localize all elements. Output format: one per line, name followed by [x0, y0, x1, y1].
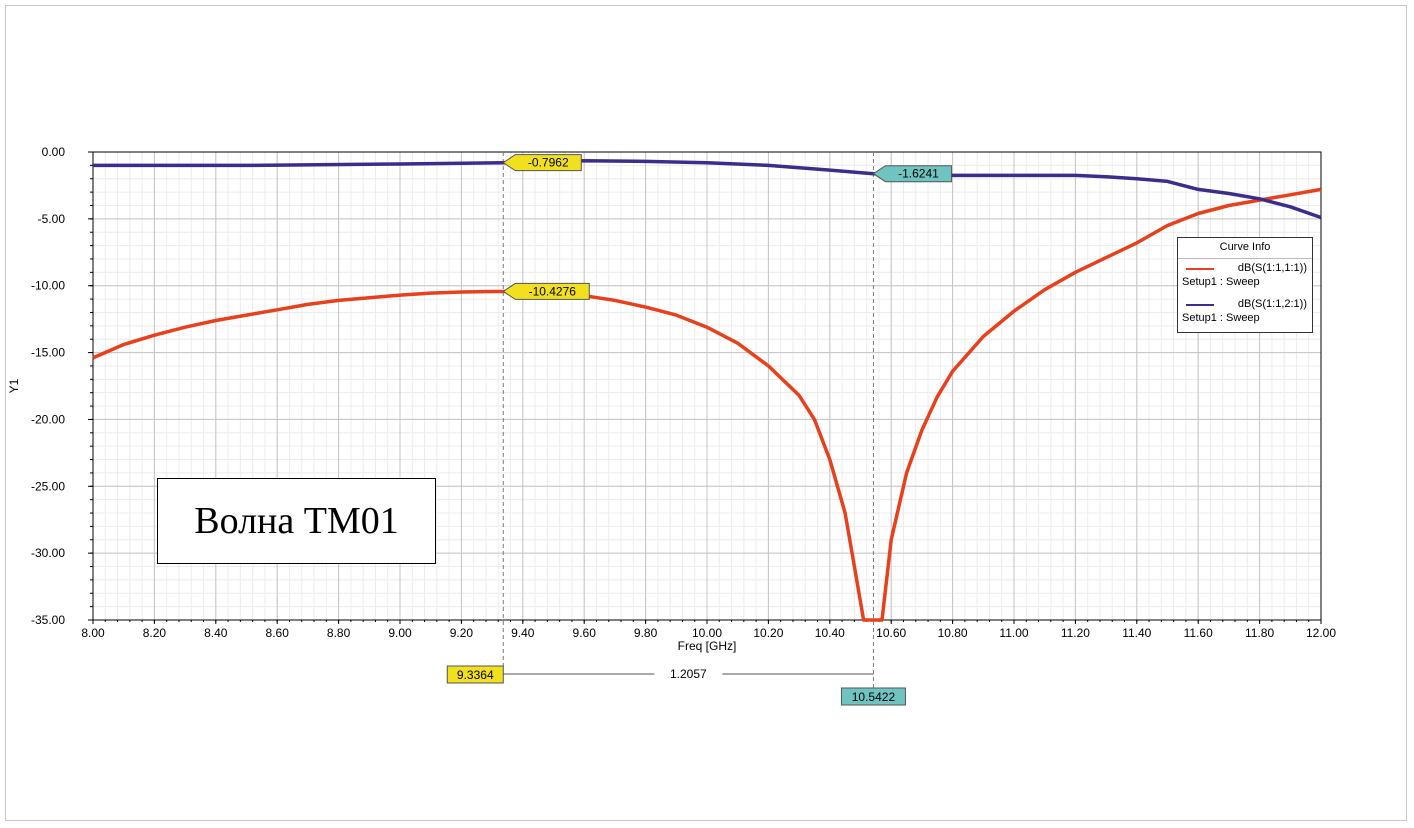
- legend-series-name: dB(S(1:1,2:1)): [1237, 298, 1307, 310]
- legend-series-name: dB(S(1:1,1:1)): [1237, 262, 1307, 274]
- point-marker-flag: [502, 154, 582, 172]
- y-tick-label: -30.00: [31, 546, 65, 560]
- x-tick-label: 9.00: [388, 626, 412, 640]
- x-tick-label: 9.40: [511, 626, 535, 640]
- x-tick-label: 10.80: [938, 626, 968, 640]
- legend-swatch-s11: [1186, 268, 1214, 270]
- x-tick-label: 11.80: [1245, 626, 1274, 640]
- y-axis-label: Y1: [7, 378, 21, 393]
- point-marker-label: -1.6241: [898, 167, 939, 181]
- x-tick-label: 9.20: [450, 626, 474, 640]
- legend-entry-s11: dB(S(1:1,1:1)) Setup1 : Sweep: [1178, 259, 1312, 295]
- point-marker-flag: [502, 282, 590, 300]
- x-tick-label: 9.60: [573, 626, 597, 640]
- point-marker: -1.6241: [872, 165, 952, 183]
- x-tick-label: 10.20: [753, 626, 783, 640]
- x-tick-label: 8.60: [266, 626, 290, 640]
- point-marker-label: -10.4276: [529, 284, 577, 298]
- x-tick-label: 8.20: [143, 626, 167, 640]
- x-tick-label: 11.40: [1122, 626, 1151, 640]
- x-tick-label: 10.00: [692, 626, 722, 640]
- y-tick-label: -5.00: [38, 212, 66, 226]
- annotation-box: Волна TM01: [157, 478, 436, 564]
- marker-layer: -0.7962 -10.4276 -1.6241: [502, 154, 952, 300]
- x-tick-label: 8.80: [327, 626, 351, 640]
- point-marker-flag: [872, 165, 952, 183]
- x-axis-ticks: 8.00 8.20 8.40 8.60 8.80 9.00 9.20 9.40 9.60 9.80…: [81, 620, 1336, 640]
- y-tick-label: -10.00: [31, 279, 65, 293]
- legend-setup-label: Setup1 : Sweep: [1182, 312, 1260, 324]
- x-tick-label: 11.00: [999, 626, 1028, 640]
- delta-label: 1.2057: [670, 667, 707, 681]
- legend-swatch-s21: [1186, 304, 1214, 306]
- y-tick-label: -15.00: [31, 346, 65, 360]
- x-marker-rect: [840, 687, 906, 706]
- point-marker: -0.7962: [502, 154, 582, 172]
- x-tick-label: 8.00: [81, 626, 105, 640]
- y-axis-ticks: 0.00 -5.00 -10.00 -15.00 -20.00 -25.00 -30.00 -…: [31, 145, 93, 627]
- legend-entry-s21: dB(S(1:1,2:1)) Setup1 : Sweep: [1178, 295, 1312, 331]
- series-line-0: [92, 187, 1322, 622]
- y-tick-label: -20.00: [31, 412, 65, 426]
- legend-title: Curve Info: [1178, 238, 1312, 259]
- delta-annotation: 9.3364 10.5422 1.2057: [446, 665, 906, 706]
- y-tick-label: -35.00: [31, 613, 65, 627]
- x-tick-label: 8.40: [204, 626, 228, 640]
- x-tick-label: 10.40: [815, 626, 845, 640]
- legend-setup-label: Setup1 : Sweep: [1182, 276, 1260, 288]
- x-marker-box: 10.5422: [840, 687, 906, 706]
- x-marker-label: 10.5422: [852, 690, 896, 704]
- x-marker-label: 9.3364: [457, 668, 494, 682]
- x-tick-label: 9.80: [634, 626, 658, 640]
- marker-lines: [502, 152, 874, 688]
- point-marker: -10.4276: [502, 282, 590, 300]
- y-tick-label: -25.00: [31, 479, 65, 493]
- x-marker-box: 9.3364: [446, 665, 504, 684]
- legend: Curve Info dB(S(1:1,1:1)) Setup1 : Sweep…: [1177, 237, 1313, 333]
- y-tick-label: 0.00: [42, 145, 66, 159]
- x-tick-label: 12.00: [1306, 626, 1336, 640]
- x-tick-label: 10.60: [876, 626, 906, 640]
- point-marker-label: -0.7962: [528, 156, 569, 170]
- x-axis-label: Freq [GHz]: [678, 639, 737, 653]
- x-tick-label: 11.20: [1061, 626, 1090, 640]
- x-tick-label: 11.60: [1184, 626, 1213, 640]
